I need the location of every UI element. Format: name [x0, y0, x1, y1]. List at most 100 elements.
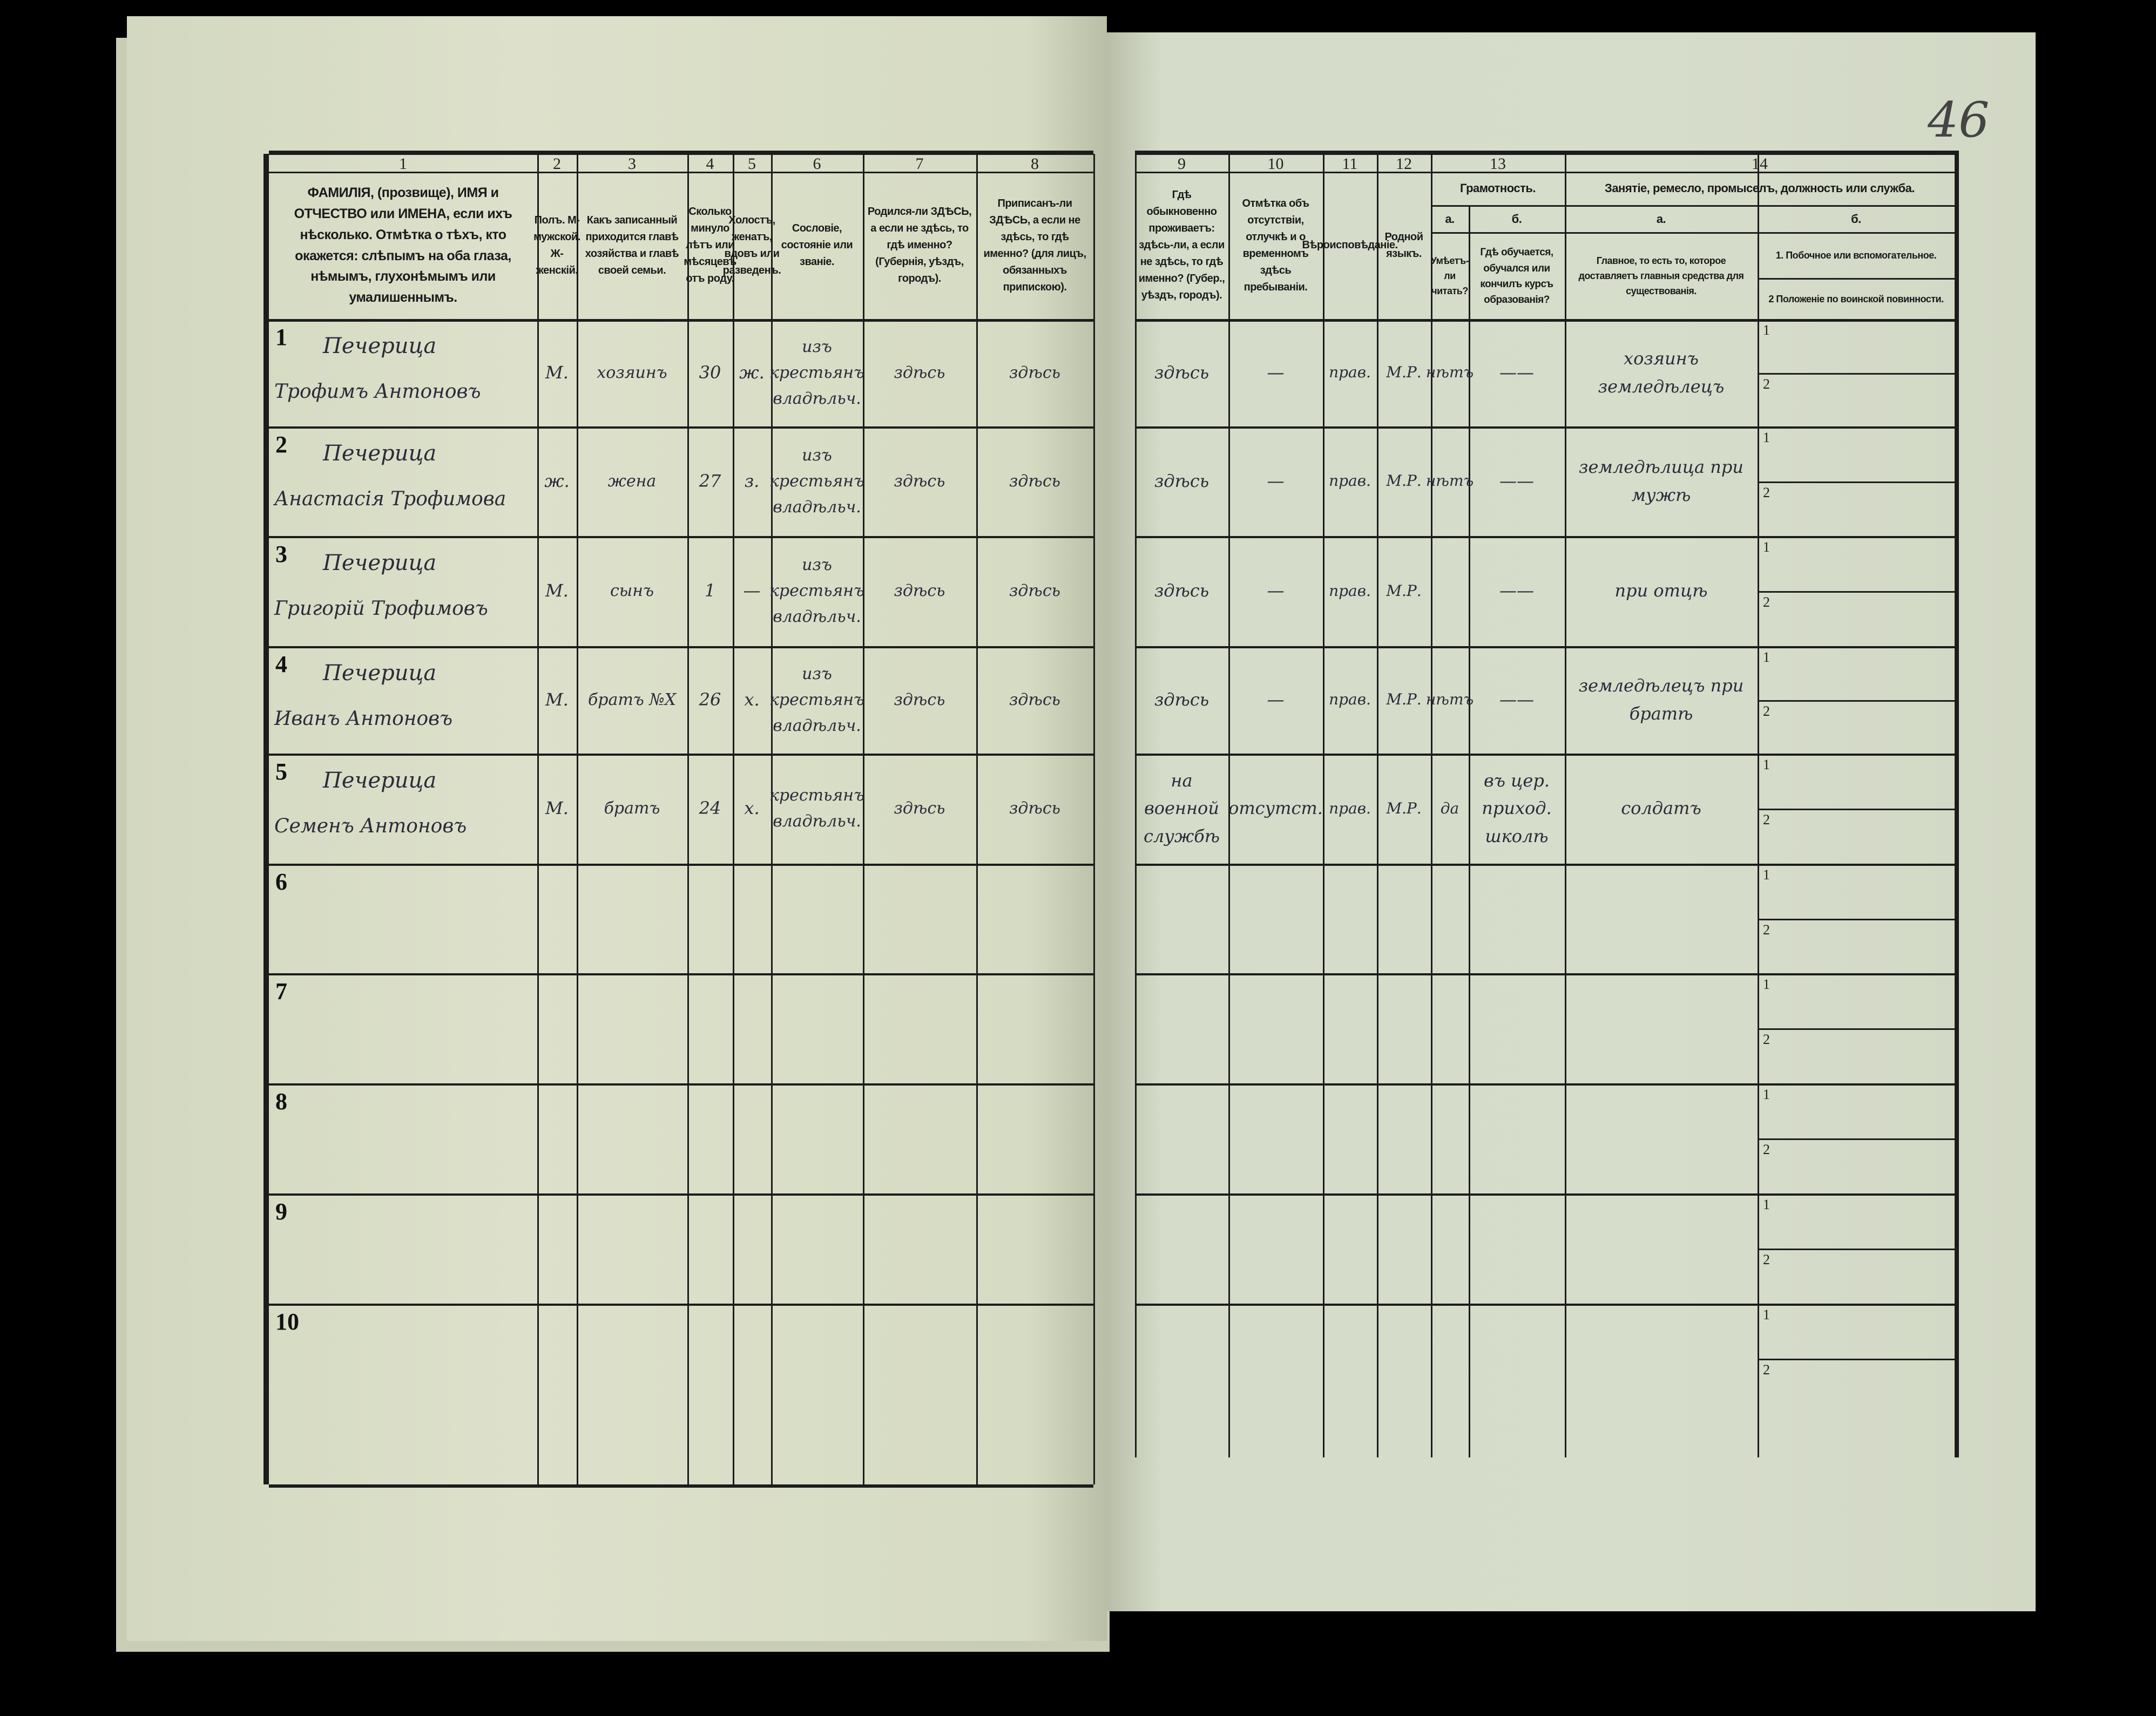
column-number: 8: [1031, 155, 1039, 173]
column-line: [1565, 154, 1566, 1457]
rule-line: [1431, 205, 1955, 207]
subrow-label: 2: [1763, 921, 1770, 938]
cell-absence: —: [1267, 362, 1285, 383]
column-number: 2: [553, 155, 561, 173]
table-bottom-line: [269, 1484, 1093, 1488]
column-group-title: Грамотность.: [1459, 181, 1536, 195]
subrow-label: 2: [1763, 703, 1770, 719]
given-name-patronymic: Семенъ Антоновъ: [274, 815, 467, 838]
cell-sex: М.: [545, 798, 569, 819]
subrow-divider: [1758, 373, 1955, 375]
cell-registered: здѣсь: [1009, 581, 1060, 600]
right-page: [1107, 32, 2036, 1611]
subcolumn-header: 1. Побочное или вспомогательное.: [1775, 250, 1937, 261]
column-header: Сословіе, состояніе или званіе.: [781, 222, 853, 268]
cell-born: здѣсь: [894, 471, 945, 491]
cell-registered: здѣсь: [1009, 363, 1060, 382]
column-header: ФАМИЛІЯ, (прозвище), ИМЯ и ОТЧЕСТВО или …: [294, 185, 512, 305]
cell-age: 27: [699, 470, 721, 491]
subrow-divider: [1758, 1359, 1955, 1360]
cell-residence: здѣсь: [1154, 580, 1209, 601]
column-line: [733, 154, 734, 1484]
column-header: Какъ записанный приходится главѣ хозяйст…: [585, 214, 679, 276]
cell-occupation: хозяинъ земледѣлецъ: [1598, 348, 1725, 397]
column-line: [863, 154, 864, 1484]
surname: Печерица: [323, 441, 437, 466]
header-bottom-line: [1135, 319, 1955, 322]
cell-education: въ цер. приход. школѣ: [1482, 770, 1552, 846]
cell-education: ——: [1499, 689, 1534, 710]
subcolumn-header: 2 Положеніе по воинской повинности.: [1768, 293, 1944, 304]
subrow-label: 1: [1763, 322, 1770, 338]
subrow-label: 2: [1763, 1032, 1770, 1047]
subcolumn-label: а.: [1656, 212, 1666, 226]
row-number: 9: [275, 1198, 287, 1225]
column-number: 7: [915, 155, 924, 173]
cell-religion: прав.: [1329, 799, 1371, 817]
cell-marital: з.: [744, 470, 760, 491]
rule-line: [1758, 278, 1955, 280]
column-line: [1323, 154, 1324, 1457]
table-top-border: [1135, 151, 1959, 155]
subrow-label: 2: [1763, 484, 1770, 500]
row-divider: [269, 754, 1093, 756]
cell-language: М.Р.: [1386, 690, 1422, 709]
column-header: Отмѣтка объ отсутствіи, отлучкѣ и о врем…: [1242, 197, 1309, 293]
column-header: Гдѣ обыкновенно проживаетъ: здѣсь-ли, а …: [1138, 189, 1225, 301]
cell-absence: —: [1267, 470, 1285, 491]
subrow-label: 1: [1763, 539, 1770, 555]
column-number: 9: [1178, 155, 1186, 173]
subrow-label: 1: [1763, 757, 1770, 772]
given-name-patronymic: Иванъ Антоновъ: [274, 708, 453, 730]
cell-occupation: солдатъ: [1621, 798, 1701, 819]
column-number: 13: [1490, 155, 1506, 173]
row-divider: [1135, 754, 1955, 756]
column-header: Сколько минуло лѣтъ или мѣсяцевъ отъ род…: [684, 206, 736, 284]
cell-language: М.Р.: [1386, 363, 1422, 382]
row-divider: [269, 426, 1093, 429]
subcolumn-header: Гдѣ обучается, обучался или кончилъ курс…: [1480, 247, 1553, 306]
subrow-divider: [1758, 809, 1955, 810]
column-line: [1135, 154, 1137, 1457]
cell-registered: здѣсь: [1009, 471, 1060, 491]
cell-occupation: земледѣлица при мужѣ: [1578, 457, 1743, 505]
cell-residence: на военной службѣ: [1144, 770, 1220, 846]
cell-age: 1: [704, 580, 716, 601]
row-divider: [269, 973, 1093, 975]
cell-residence: здѣсь: [1154, 689, 1209, 710]
cell-relation: братъ №Х: [587, 690, 677, 709]
subrow-label: 1: [1763, 1197, 1770, 1212]
cell-born: здѣсь: [894, 581, 945, 600]
cell-religion: прав.: [1329, 472, 1371, 490]
subrow-divider: [1758, 700, 1955, 702]
row-divider: [1135, 426, 1955, 429]
surname: Печерица: [323, 768, 437, 793]
row-number: 5: [275, 758, 287, 785]
row-divider: [269, 864, 1093, 866]
row-divider: [1135, 1193, 1955, 1196]
subrow-label: 2: [1763, 1252, 1770, 1267]
column-line: [1431, 154, 1432, 1457]
column-number: 10: [1267, 155, 1284, 173]
row-number: 3: [275, 541, 287, 567]
subrow-label: 2: [1763, 812, 1770, 828]
cell-language: М.Р.: [1386, 799, 1422, 817]
subrow-label: 1: [1763, 649, 1770, 665]
column-number: 11: [1342, 155, 1358, 173]
surname: Печерица: [323, 661, 437, 686]
subrow-label: 2: [1763, 1142, 1770, 1157]
given-name-patronymic: Трофимъ Антоновъ: [274, 381, 481, 403]
cell-estate: изъ крестьянъ владѣльч.: [769, 337, 865, 408]
cell-occupation: земледѣлецъ при братѣ: [1578, 675, 1744, 724]
cell-marital: х.: [744, 689, 760, 710]
subrow-label: 1: [1763, 1087, 1770, 1102]
cell-literate: нѣтъ: [1425, 690, 1474, 709]
row-divider: [1135, 864, 1955, 866]
row-divider: [269, 536, 1093, 538]
cell-estate: крестьянъ владѣльч.: [769, 786, 865, 831]
column-line: [537, 154, 539, 1484]
subcolumn-label: а.: [1445, 212, 1455, 226]
cell-absence: —: [1267, 689, 1285, 710]
cell-marital: х.: [744, 798, 760, 819]
rule-line: [269, 172, 1093, 173]
